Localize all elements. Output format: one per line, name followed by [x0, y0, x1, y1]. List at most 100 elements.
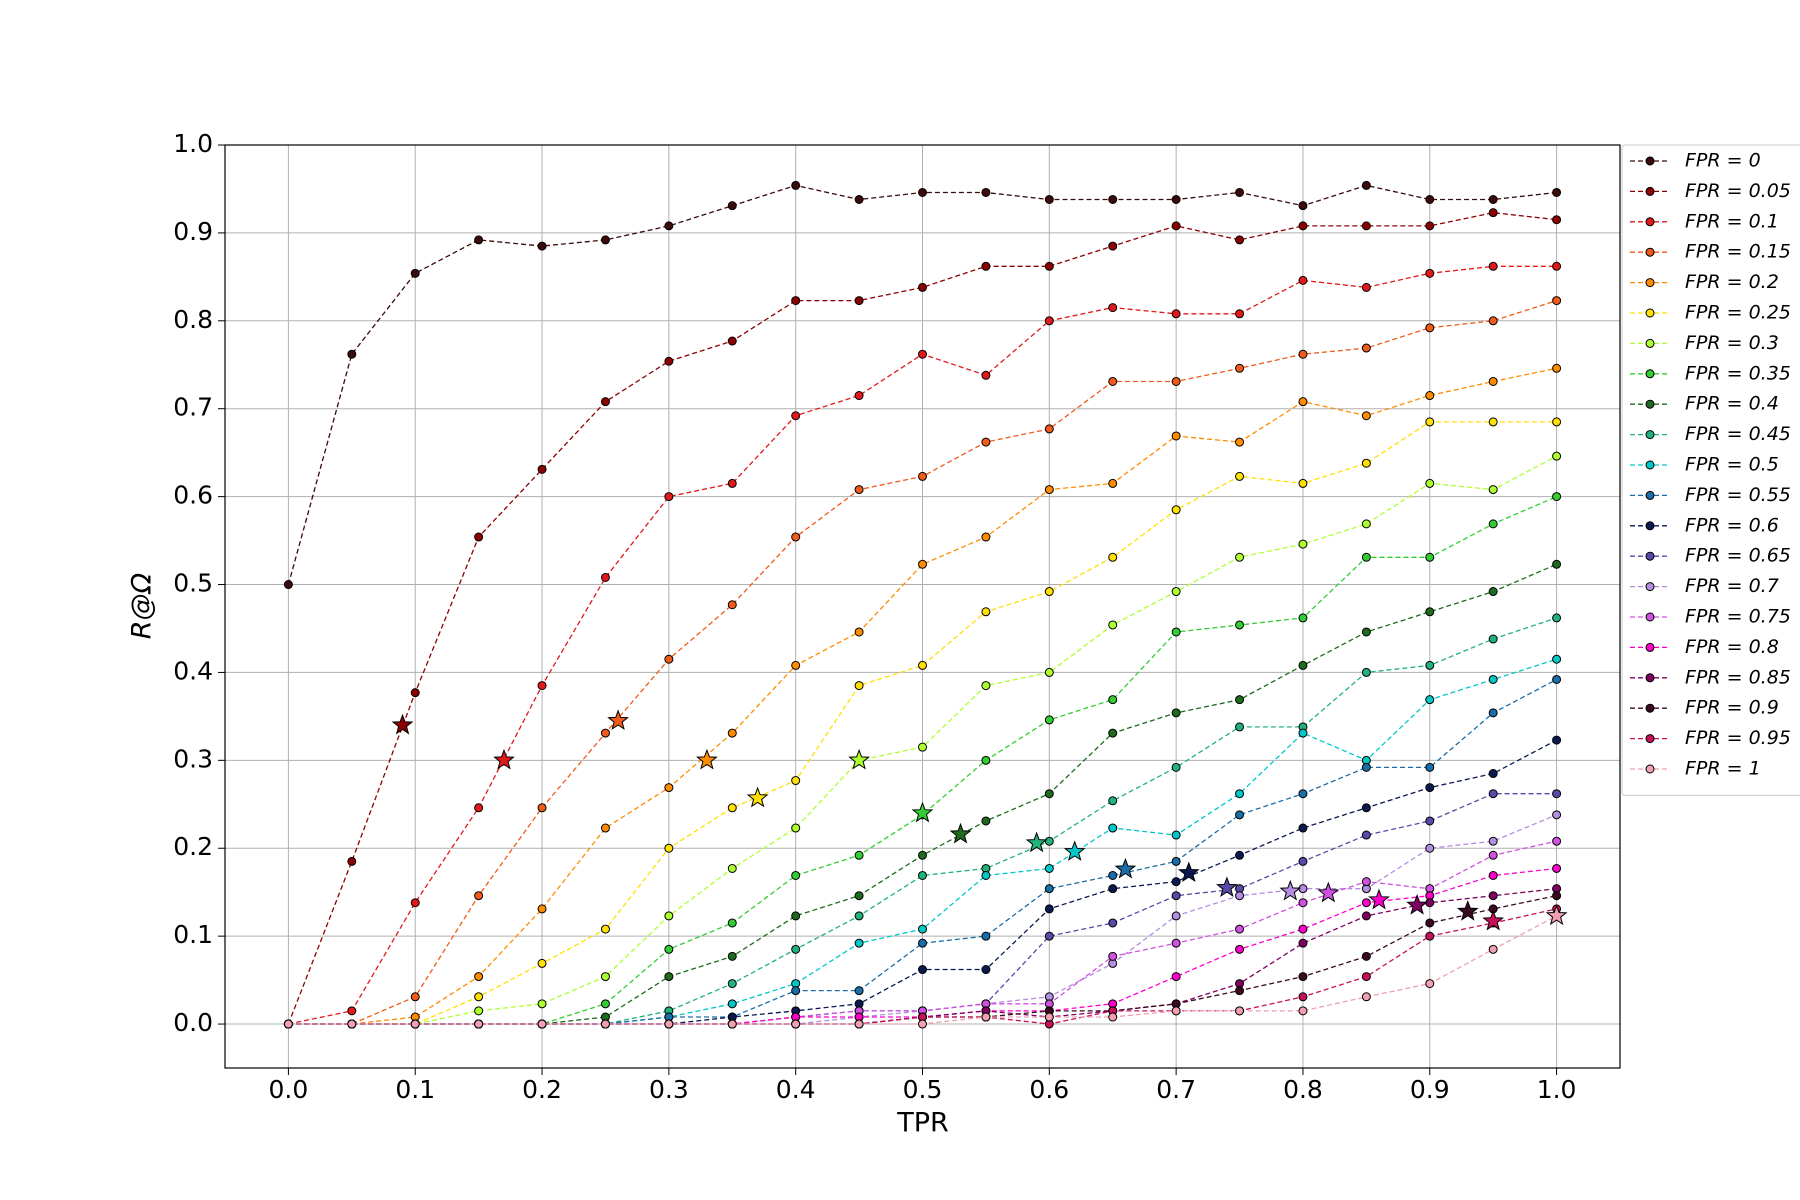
data-point — [981, 681, 991, 691]
data-point — [410, 898, 420, 908]
data-point — [1552, 261, 1562, 271]
data-point — [1044, 261, 1054, 271]
data-point — [410, 1019, 420, 1029]
legend-label: FPR = 0.4 — [1685, 393, 1779, 415]
data-point — [1298, 539, 1308, 549]
legend-label: FPR = 0.65 — [1685, 545, 1791, 567]
data-point — [1298, 728, 1308, 738]
data-point — [1235, 722, 1245, 732]
x-tick-label: 0.6 — [1029, 1075, 1069, 1104]
data-point — [1488, 587, 1498, 597]
y-tick-label: 0.9 — [173, 217, 213, 246]
legend-marker — [1645, 247, 1655, 257]
data-point — [600, 728, 610, 738]
data-point — [1235, 891, 1245, 901]
data-point — [1171, 830, 1181, 840]
data-point — [1488, 708, 1498, 718]
data-point — [1235, 924, 1245, 934]
legend-label: FPR = 0.85 — [1685, 666, 1791, 688]
data-point — [664, 221, 674, 231]
data-point — [600, 397, 610, 407]
data-point — [664, 911, 674, 921]
data-point — [1552, 674, 1562, 684]
data-point — [1425, 221, 1435, 231]
data-point — [1425, 816, 1435, 826]
data-point — [1171, 762, 1181, 772]
data-point — [1425, 660, 1435, 670]
data-point — [410, 992, 420, 1002]
data-point — [1171, 587, 1181, 597]
legend-label: FPR = 0.9 — [1685, 697, 1779, 719]
data-point — [1298, 660, 1308, 670]
data-point — [791, 411, 801, 421]
data-point — [1235, 789, 1245, 799]
data-point — [1298, 201, 1308, 211]
star-marker — [848, 748, 870, 770]
data-point — [1298, 972, 1308, 982]
data-point — [1425, 783, 1435, 793]
star-marker — [1406, 893, 1428, 915]
data-point — [1361, 552, 1371, 562]
y-tick-label: 0.4 — [173, 656, 213, 685]
data-point — [1044, 789, 1054, 799]
data-point — [283, 1019, 293, 1029]
data-point — [1488, 208, 1498, 218]
data-point — [918, 742, 927, 752]
data-point — [1552, 891, 1562, 901]
data-point — [981, 755, 991, 765]
x-tick-label: 0.7 — [1156, 1075, 1196, 1104]
data-point — [918, 850, 927, 860]
data-point — [854, 850, 864, 860]
data-point — [1108, 620, 1118, 630]
data-point — [1425, 391, 1435, 401]
data-point — [1488, 417, 1498, 427]
data-point — [1488, 944, 1498, 954]
star-marker — [607, 709, 629, 731]
y-tick-label: 0.5 — [173, 569, 213, 598]
star-marker — [1482, 909, 1505, 931]
data-point — [791, 660, 801, 670]
data-point — [664, 654, 674, 664]
data-point — [791, 776, 801, 786]
legend-label: FPR = 0.05 — [1685, 180, 1791, 202]
data-point — [981, 931, 991, 941]
data-point — [1108, 951, 1118, 961]
data-point — [981, 607, 991, 617]
data-point — [1171, 972, 1181, 982]
legend-label: FPR = 0.5 — [1685, 454, 1779, 476]
y-tick-label: 0.8 — [173, 305, 213, 334]
star-marker — [949, 822, 972, 844]
data-point — [1361, 830, 1371, 840]
star-marker — [911, 801, 934, 823]
data-point — [854, 195, 864, 205]
data-point — [347, 1019, 357, 1029]
legend-marker — [1645, 308, 1655, 318]
data-point — [347, 1006, 357, 1016]
data-point — [1488, 634, 1498, 644]
data-point — [474, 1006, 484, 1016]
data-point — [1488, 769, 1498, 779]
data-point — [1171, 1006, 1181, 1016]
data-point — [854, 391, 864, 401]
data-point — [1235, 1006, 1245, 1016]
data-point — [791, 944, 801, 954]
star-marker — [493, 748, 515, 770]
y-tick-label: 0.3 — [173, 744, 213, 773]
data-point — [1552, 735, 1562, 745]
data-point — [727, 863, 737, 873]
data-point — [791, 870, 801, 880]
data-point — [1298, 938, 1308, 948]
legend-marker — [1645, 551, 1655, 561]
star-marker — [391, 713, 414, 735]
data-point — [347, 349, 357, 359]
data-point — [1235, 620, 1245, 630]
legend-marker — [1645, 399, 1655, 409]
data-point — [854, 986, 864, 996]
data-point — [1044, 1012, 1054, 1022]
data-point — [918, 870, 927, 880]
data-point — [1044, 587, 1054, 597]
data-point — [727, 336, 737, 346]
data-point — [1171, 877, 1181, 887]
data-point — [664, 972, 674, 982]
data-point — [1425, 417, 1435, 427]
